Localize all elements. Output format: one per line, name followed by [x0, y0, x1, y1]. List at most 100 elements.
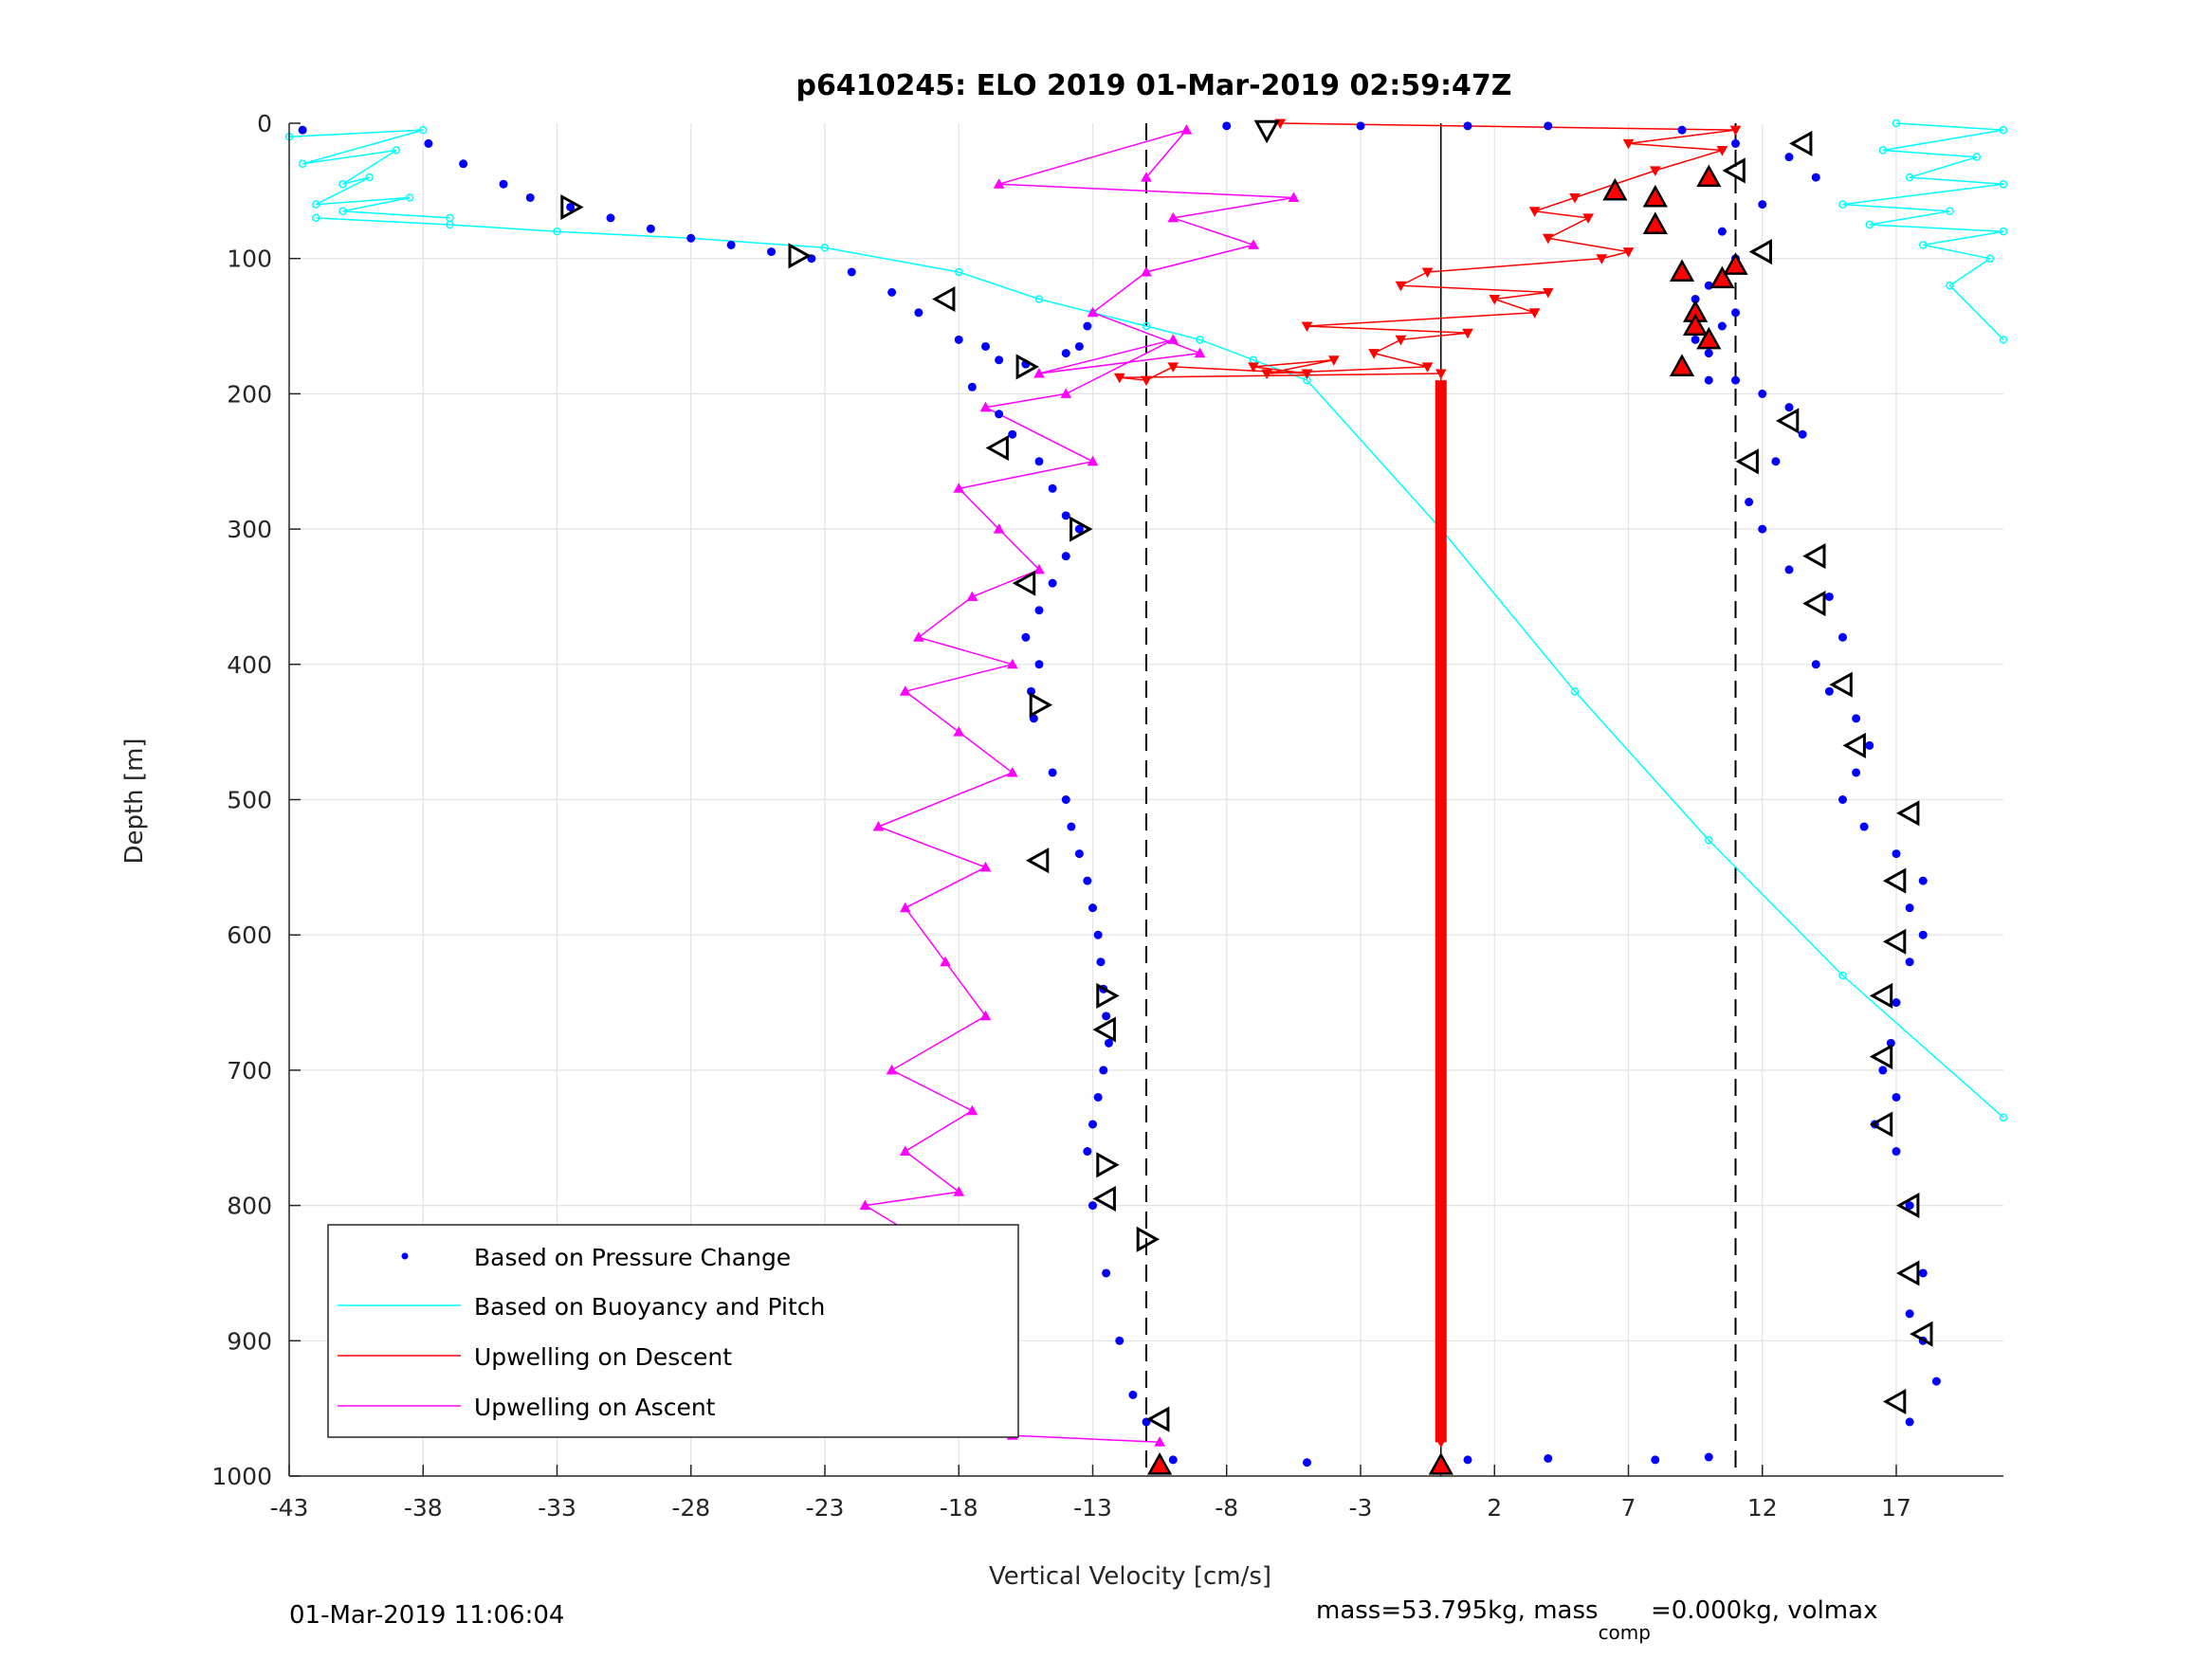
open-triangle-marker	[1910, 1321, 1933, 1347]
legend-marker-pressure	[401, 1252, 409, 1260]
descent-upwelling-point	[1421, 267, 1434, 279]
buoyancy-point	[1892, 118, 1901, 128]
chart-title: p6410245: ELO 2019 01-Mar-2019 02:59:47Z	[796, 69, 1512, 102]
pressure-point-ascent-left	[995, 410, 1004, 419]
buoyancy-point	[392, 146, 401, 155]
pressure-point-descent	[459, 159, 468, 169]
pressure-point-upper-right	[1811, 173, 1820, 182]
pressure-point-ascent-left	[1102, 1268, 1111, 1278]
buoyancy-line-upper-right	[1842, 122, 2004, 340]
pressure-point-ascent-right	[1745, 498, 1754, 507]
filled-triangle-marker	[1723, 252, 1748, 275]
pressure-point-ascent-right	[1905, 903, 1914, 913]
open-triangle-marker	[1092, 1185, 1116, 1212]
ascent-upwelling-point	[1141, 172, 1152, 182]
pressure-point-ascent-right	[1905, 1417, 1914, 1427]
ascent-upwelling-point	[1180, 124, 1193, 135]
pressure-point-ascent-left	[1067, 822, 1076, 831]
descent-upwelling-point	[1569, 193, 1581, 204]
pressure-point-surface-row	[1704, 1452, 1713, 1462]
buoyancy-point	[446, 220, 454, 229]
legend-label-buoyancy: Based on Buoyancy and Pitch	[474, 1293, 825, 1321]
pressure-point-ascent-right	[1859, 822, 1869, 831]
pressure-point-ascent-left	[1088, 903, 1097, 913]
buoyancy-point	[405, 193, 414, 202]
footer-timestamp: 01-Mar-2019 11:06:04	[289, 1601, 564, 1630]
pressure-point-ascent-left	[1083, 1147, 1092, 1157]
x-tick-label: 7	[1621, 1494, 1636, 1522]
pressure-point-ascent-right	[1865, 740, 1874, 750]
pressure-point-ascent-right	[1918, 930, 1928, 939]
buoyancy-point	[419, 125, 428, 135]
pressure-point-descent	[995, 356, 1004, 365]
pressure-point-descent	[499, 179, 508, 189]
ascent-upwelling-point	[886, 1064, 898, 1075]
buoyancy-point	[1196, 336, 1204, 344]
pressure-point-surface-row	[1463, 121, 1472, 131]
pressure-point-descent	[424, 138, 433, 148]
buoyancy-point	[338, 207, 347, 216]
ascent-upwelling-point	[1006, 658, 1018, 669]
plot-area	[284, 118, 2008, 1475]
open-triangle-marker	[1882, 928, 1907, 955]
y-tick-label: 500	[227, 787, 272, 814]
descent-upwelling-point	[1528, 308, 1541, 319]
pressure-point-descent	[726, 240, 736, 249]
buoyancy-point	[1865, 220, 1874, 229]
ascent-upwelling-point	[1167, 334, 1179, 344]
pressure-point-descent	[1074, 341, 1084, 351]
pressure-point-ascent-right	[1852, 768, 1861, 777]
buoyancy-point	[1999, 125, 2008, 135]
pressure-point-ascent-left	[1034, 660, 1044, 669]
ascent-upwelling-point	[993, 178, 1005, 189]
y-tick-label: 300	[227, 516, 272, 543]
filled-triangle-marker	[1602, 177, 1628, 201]
footer-mass-info: mass=53.795kg, masscomp=0.000kg, volmax	[1316, 1596, 1877, 1644]
pressure-point-ascent-right	[1824, 592, 1834, 601]
pressure-point-ascent-left	[1027, 686, 1036, 696]
descent-upwelling-point	[1542, 233, 1554, 245]
pressure-point-ascent-right	[1892, 1092, 1901, 1102]
pressure-point-descent	[686, 233, 696, 243]
descent-upwelling-point	[1113, 373, 1125, 384]
pressure-point-ascent-right	[1878, 1066, 1888, 1075]
open-triangle-marker	[1136, 1226, 1161, 1252]
pressure-point-surface-row	[1463, 1455, 1472, 1465]
open-triangle-marker	[1829, 671, 1853, 698]
pressure-point-ascent-left	[1074, 849, 1084, 859]
descent-upwelling-point	[1421, 362, 1434, 373]
filled-triangle-marker	[1642, 184, 1668, 208]
pressure-point-ascent-right	[1918, 876, 1928, 885]
buoyancy-point	[1999, 179, 2008, 189]
pressure-point-ascent-right	[1892, 998, 1901, 1008]
descent-upwelling-point	[1301, 321, 1313, 333]
pressure-point-upper-right	[1704, 349, 1713, 358]
buoyancy-point	[955, 267, 963, 277]
descent-upwelling-point	[1261, 369, 1272, 380]
pressure-point-descent	[646, 224, 655, 233]
pressure-point-descent	[1083, 321, 1092, 331]
open-triangle-marker	[985, 434, 1009, 462]
pressure-point-ascent-left	[1104, 1038, 1113, 1048]
pressure-point-ascent-left	[1102, 1012, 1111, 1021]
pressure-point-ascent-right	[1918, 1268, 1928, 1278]
open-triangle-marker	[1092, 1016, 1116, 1043]
open-triangle-marker	[1096, 982, 1120, 1009]
x-tick-label: 2	[1487, 1494, 1502, 1522]
descent-upwelling-point	[1622, 247, 1635, 258]
pressure-point-ascent-right	[1905, 1201, 1914, 1211]
x-tick-label: -8	[1215, 1494, 1238, 1522]
pressure-point-ascent-left	[1048, 483, 1057, 493]
ascent-upwelling-point	[979, 401, 992, 412]
buoyancy-point	[1570, 687, 1580, 696]
pressure-point-ascent-right	[1892, 849, 1901, 859]
buoyancy-point	[820, 244, 830, 252]
pressure-point-upper-right	[1731, 138, 1740, 148]
descent-upwelling-point	[1542, 287, 1554, 299]
x-tick-label: -38	[404, 1494, 443, 1522]
ascent-upwelling-point	[1087, 455, 1099, 466]
filled-triangle-marker	[1696, 326, 1722, 350]
pressure-point-descent	[914, 308, 923, 318]
x-axis-label: Vertical Velocity [cm/s]	[989, 1562, 1271, 1591]
